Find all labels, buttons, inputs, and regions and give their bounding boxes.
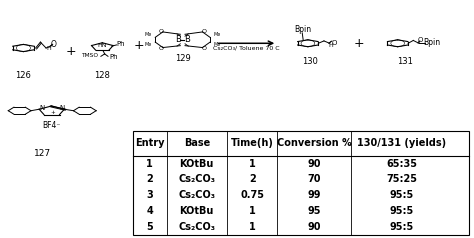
Text: +: + xyxy=(51,110,55,115)
Text: 95:5: 95:5 xyxy=(389,222,414,232)
Text: 95:5: 95:5 xyxy=(389,190,414,200)
Text: +: + xyxy=(354,37,364,50)
Text: O: O xyxy=(159,46,164,51)
Text: 70: 70 xyxy=(308,174,321,184)
Text: 126: 126 xyxy=(16,71,31,80)
Text: 5: 5 xyxy=(146,222,153,232)
Text: 3: 3 xyxy=(146,190,153,200)
Text: O: O xyxy=(332,40,337,46)
Text: 1: 1 xyxy=(249,222,255,232)
Text: 75:25: 75:25 xyxy=(386,174,417,184)
Text: 65:35: 65:35 xyxy=(386,159,417,169)
Text: Ph: Ph xyxy=(116,41,125,47)
Text: H: H xyxy=(328,43,333,48)
Text: 2: 2 xyxy=(146,174,153,184)
Text: 99: 99 xyxy=(308,190,321,200)
Text: +: + xyxy=(65,45,76,58)
Text: H: H xyxy=(46,45,51,50)
Text: Cs₂CO₃: Cs₂CO₃ xyxy=(178,190,215,200)
Text: Ph: Ph xyxy=(109,54,118,60)
Text: TMSO: TMSO xyxy=(81,53,98,58)
Text: 130/131 (yields): 130/131 (yields) xyxy=(357,138,446,148)
Text: Bpin: Bpin xyxy=(423,38,440,47)
Text: KOtBu: KOtBu xyxy=(180,159,214,169)
Text: B: B xyxy=(175,35,181,44)
Text: O: O xyxy=(159,29,164,34)
Text: Me: Me xyxy=(213,42,220,47)
Text: Cs₂CO₃: Cs₂CO₃ xyxy=(178,222,215,232)
Text: KOtBu: KOtBu xyxy=(180,206,214,216)
Text: HN: HN xyxy=(98,43,107,48)
Text: 128: 128 xyxy=(94,71,110,80)
Text: N: N xyxy=(59,105,64,111)
Text: Me: Me xyxy=(213,32,220,37)
Text: 1: 1 xyxy=(146,159,153,169)
Text: Time(h): Time(h) xyxy=(231,138,273,148)
Text: O: O xyxy=(201,29,206,34)
Text: 131: 131 xyxy=(397,57,413,65)
Text: 4: 4 xyxy=(146,206,153,216)
Text: 2: 2 xyxy=(249,174,255,184)
Text: Bpin: Bpin xyxy=(295,25,312,34)
Bar xyxy=(133,131,469,235)
Text: 95: 95 xyxy=(308,206,321,216)
Text: 130: 130 xyxy=(302,57,318,65)
Text: 90: 90 xyxy=(308,222,321,232)
Text: 127: 127 xyxy=(34,149,51,158)
Text: Base: Base xyxy=(183,138,210,148)
Text: Me: Me xyxy=(145,42,152,47)
Text: BF4⁻: BF4⁻ xyxy=(43,121,61,130)
Text: Me: Me xyxy=(145,32,152,37)
Text: O: O xyxy=(51,40,56,50)
Text: B: B xyxy=(184,35,191,44)
Text: 0.75: 0.75 xyxy=(240,190,264,200)
Text: O: O xyxy=(418,37,423,43)
Text: Cs₂CO₃/ Toluene 70 C: Cs₂CO₃/ Toluene 70 C xyxy=(213,45,280,50)
Text: 129: 129 xyxy=(175,54,191,63)
Text: N: N xyxy=(39,105,44,111)
Text: 90: 90 xyxy=(308,159,321,169)
Text: Conversion %: Conversion % xyxy=(277,138,352,148)
Text: 1: 1 xyxy=(249,206,255,216)
Text: Cs₂CO₃: Cs₂CO₃ xyxy=(178,174,215,184)
Text: Entry: Entry xyxy=(135,138,164,148)
Text: +: + xyxy=(133,39,144,52)
Text: O: O xyxy=(201,46,206,51)
Text: 95:5: 95:5 xyxy=(389,206,414,216)
Text: 1: 1 xyxy=(249,159,255,169)
